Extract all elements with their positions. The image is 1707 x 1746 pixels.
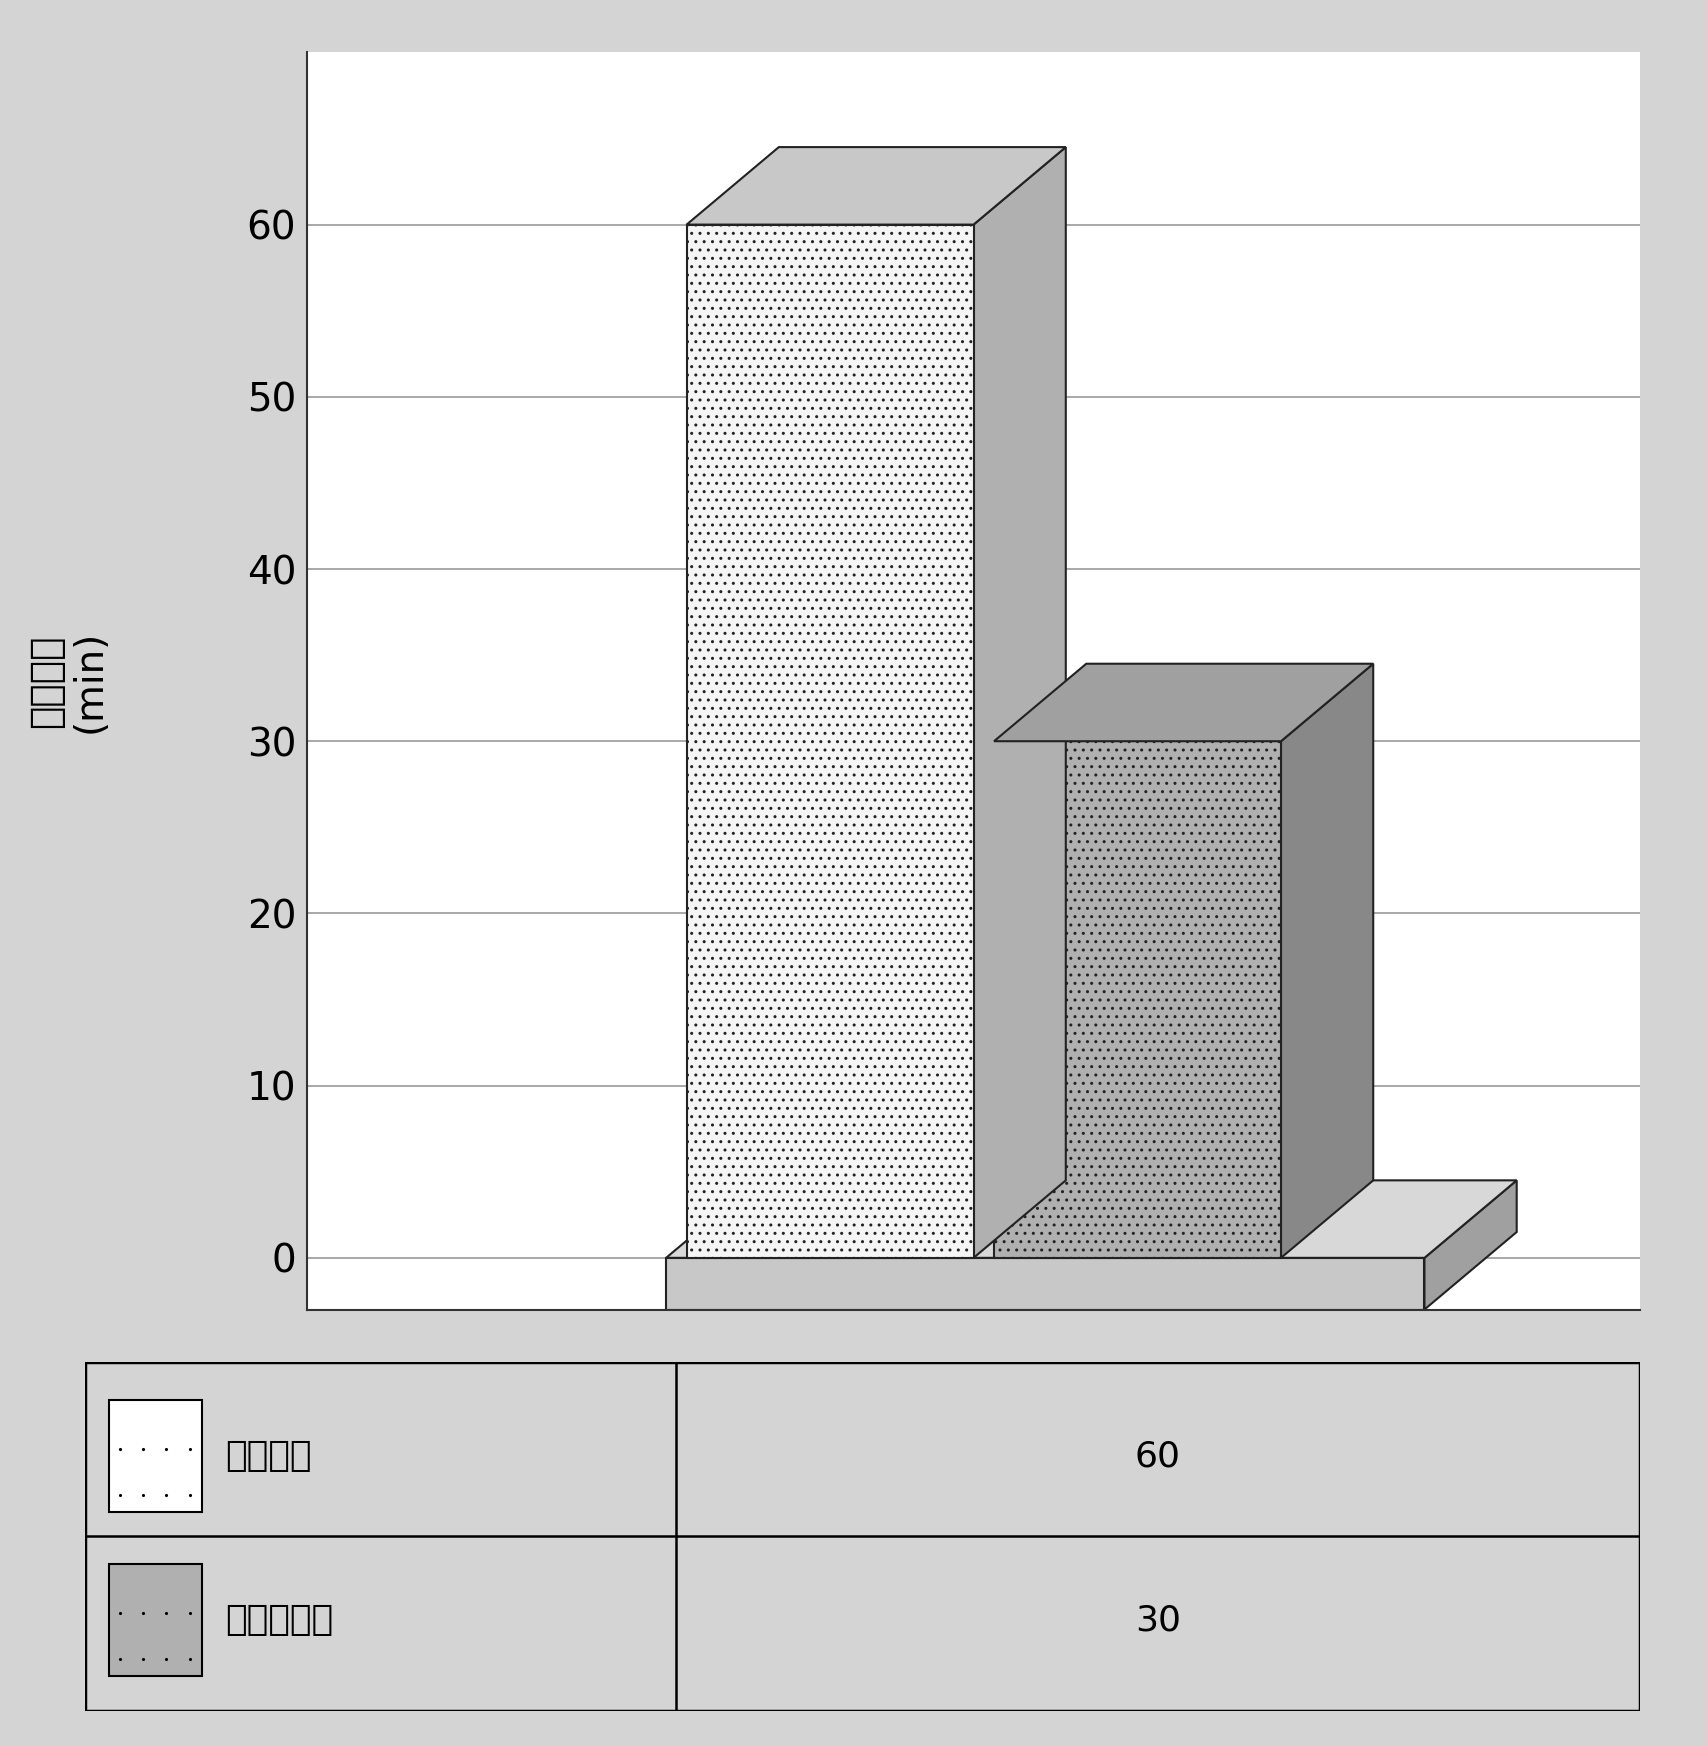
Bar	[109, 1564, 201, 1676]
Text: 30: 30	[1133, 1603, 1180, 1638]
Polygon shape	[1424, 1180, 1516, 1310]
Bar	[109, 1400, 201, 1512]
Text: 超音波制程: 超音波制程	[225, 1603, 333, 1638]
Bar	[993, 742, 1280, 1257]
Polygon shape	[993, 663, 1372, 742]
Bar	[686, 225, 973, 1257]
Text: 传统制程: 传统制程	[225, 1439, 312, 1474]
Text: 反应时间
(min): 反应时间 (min)	[27, 629, 109, 733]
Bar	[666, 1257, 1424, 1310]
Text: 60: 60	[1133, 1439, 1180, 1474]
Polygon shape	[666, 1180, 1516, 1257]
Polygon shape	[686, 147, 1065, 225]
Polygon shape	[1280, 663, 1372, 1257]
Polygon shape	[973, 147, 1065, 1257]
